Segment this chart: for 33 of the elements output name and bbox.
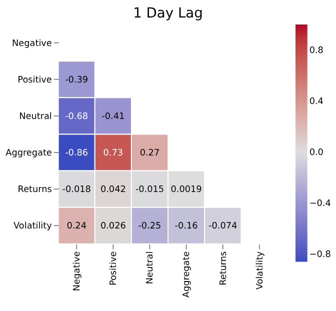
y-tick-label: Negative bbox=[12, 38, 52, 49]
y-tick-label: Volatility bbox=[14, 222, 52, 232]
x-tick-label: Returns bbox=[218, 250, 229, 286]
y-tick-label: Positive bbox=[18, 75, 52, 86]
data-label: -0.015 bbox=[135, 185, 164, 196]
data-label: -0.86 bbox=[65, 148, 88, 158]
data-label: 0.73 bbox=[103, 148, 124, 158]
x-tick-label: Neutral bbox=[146, 251, 156, 284]
y-tick-label: Neutral bbox=[19, 112, 52, 122]
data-label: -0.018 bbox=[62, 185, 92, 196]
color-bar-label: 0.4 bbox=[309, 96, 324, 107]
chart-title: 1 Day Lag bbox=[133, 6, 203, 22]
color-bar-label: −0.8 bbox=[309, 250, 332, 260]
y-tick-label: Aggregate bbox=[6, 148, 52, 158]
data-label: -0.074 bbox=[208, 222, 238, 232]
data-label: -0.68 bbox=[65, 112, 88, 122]
data-label: 0.0019 bbox=[170, 185, 202, 196]
data-label: -0.41 bbox=[102, 112, 125, 122]
x-tick-label: Negative bbox=[72, 251, 83, 292]
color-bar-label: −0.4 bbox=[309, 199, 332, 209]
data-label: -0.39 bbox=[65, 75, 88, 86]
data-label: 0.042 bbox=[100, 185, 126, 196]
data-label: 0.24 bbox=[66, 222, 87, 232]
x-tick-label: Aggregate bbox=[182, 251, 192, 298]
data-label: 0.27 bbox=[140, 148, 160, 158]
data-label: -0.25 bbox=[138, 222, 162, 232]
color-bar-label: 0.8 bbox=[309, 46, 324, 56]
data-label: 0.026 bbox=[100, 222, 126, 232]
x-tick-label: Positive bbox=[109, 251, 120, 286]
x-tick-label: Volatility bbox=[255, 251, 266, 290]
data-label: -0.16 bbox=[174, 222, 198, 232]
y-tick-label: Returns bbox=[18, 185, 52, 196]
color-bar-label: 0.0 bbox=[309, 148, 324, 158]
